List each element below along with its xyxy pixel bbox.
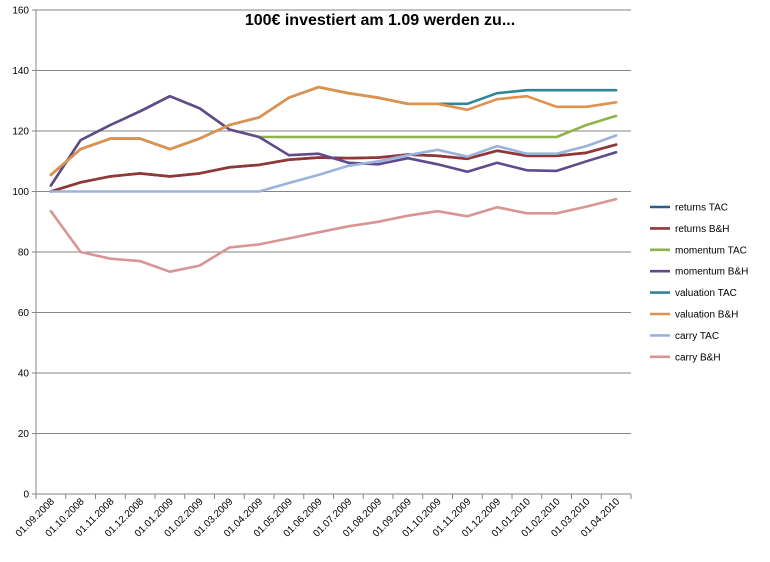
y-tick-label: 60 bbox=[18, 308, 30, 319]
legend-item: valuation TAC bbox=[650, 288, 737, 299]
legend-label: returns TAC bbox=[675, 203, 728, 214]
legend-label: momentum TAC bbox=[675, 245, 747, 256]
legend-label: momentum B&H bbox=[675, 267, 748, 278]
y-tick-label: 160 bbox=[12, 6, 29, 17]
y-tick-labels: 0 20 40 60 80 100 120 140 160 bbox=[12, 6, 29, 501]
y-tick-label: 20 bbox=[18, 429, 30, 440]
y-tick-label: 140 bbox=[12, 66, 29, 77]
legend-label: valuation B&H bbox=[675, 310, 738, 321]
y-tick-label: 120 bbox=[12, 127, 29, 138]
legend-item: carry B&H bbox=[650, 352, 721, 363]
axes bbox=[32, 9, 632, 499]
series-lines bbox=[49, 85, 618, 274]
legend-label: carry TAC bbox=[675, 331, 719, 342]
legend-item: momentum B&H bbox=[650, 267, 748, 278]
legend-label: returns B&H bbox=[675, 224, 729, 235]
y-tick-label: 100 bbox=[12, 187, 29, 198]
y-tick-label: 0 bbox=[23, 490, 29, 501]
legend-item: momentum TAC bbox=[650, 245, 747, 256]
chart-title: 100€ investiert am 1.09 werden zu... bbox=[245, 12, 515, 29]
series-line-valuation-b-h bbox=[49, 85, 618, 177]
legend: returns TAC returns B&H momentum TAC moment… bbox=[650, 203, 748, 363]
series-line-carry-b-h bbox=[49, 197, 618, 274]
legend-item: valuation B&H bbox=[650, 310, 738, 321]
legend-label: valuation TAC bbox=[675, 288, 737, 299]
legend-item: returns B&H bbox=[650, 224, 729, 235]
legend-item: carry TAC bbox=[650, 331, 719, 342]
y-tick-label: 40 bbox=[18, 369, 30, 380]
y-tick-label: 80 bbox=[18, 248, 30, 259]
legend-item: returns TAC bbox=[650, 203, 728, 214]
legend-label: carry B&H bbox=[675, 352, 721, 363]
series-line-carry-tac bbox=[49, 134, 618, 193]
series-line-momentum-b-h bbox=[49, 94, 618, 187]
